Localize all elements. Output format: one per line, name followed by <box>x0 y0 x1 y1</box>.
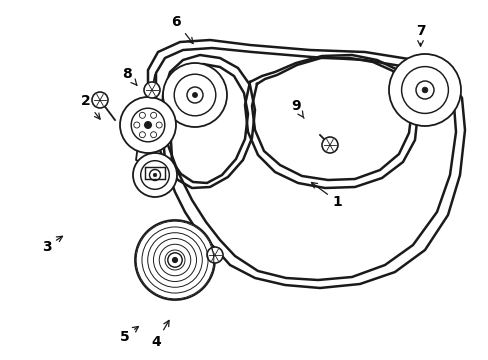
Polygon shape <box>145 167 164 179</box>
Circle shape <box>156 122 162 128</box>
Circle shape <box>192 93 197 98</box>
Circle shape <box>167 253 182 267</box>
Circle shape <box>139 132 145 138</box>
Circle shape <box>92 92 108 108</box>
Text: 8: 8 <box>122 67 137 85</box>
Circle shape <box>135 220 215 300</box>
Circle shape <box>153 173 157 177</box>
Text: 5: 5 <box>120 327 138 343</box>
Text: 1: 1 <box>311 183 342 208</box>
Circle shape <box>172 258 177 262</box>
Circle shape <box>120 97 176 153</box>
Text: 6: 6 <box>171 15 193 44</box>
Circle shape <box>206 247 223 263</box>
Text: 3: 3 <box>41 236 62 253</box>
Text: 2: 2 <box>81 94 100 119</box>
Text: 4: 4 <box>151 320 169 349</box>
Text: 9: 9 <box>290 99 304 118</box>
Circle shape <box>321 137 337 153</box>
Circle shape <box>388 54 460 126</box>
Circle shape <box>421 87 427 93</box>
Circle shape <box>143 82 160 98</box>
Circle shape <box>139 112 145 118</box>
Circle shape <box>150 132 156 138</box>
Circle shape <box>134 122 140 128</box>
Circle shape <box>163 63 226 127</box>
Circle shape <box>150 112 156 118</box>
Circle shape <box>143 121 152 129</box>
Text: 7: 7 <box>415 24 425 46</box>
Circle shape <box>133 153 177 197</box>
